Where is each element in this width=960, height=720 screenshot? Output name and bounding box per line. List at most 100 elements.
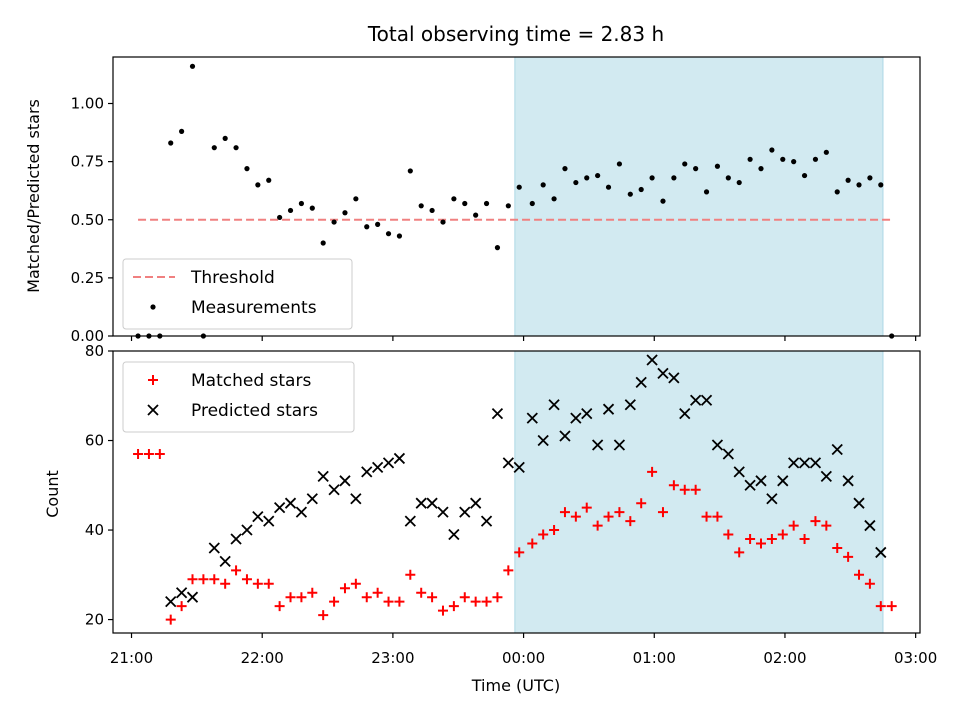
predicted-star-point: [711, 439, 724, 451]
predicted-star-point: [404, 515, 416, 527]
predicted-star-point: [361, 466, 373, 478]
matched-star-point: [668, 480, 679, 491]
predicted-star-point: [581, 408, 593, 420]
highlight-span: [514, 350, 884, 634]
predicted-star-point: [831, 443, 843, 456]
matched-star-point: [886, 601, 897, 612]
measurement-point: [801, 172, 808, 179]
predicted-star-point: [700, 394, 713, 406]
matched-star-point: [459, 592, 470, 603]
predicted-star-point: [317, 470, 329, 482]
matched-star-point: [875, 601, 886, 612]
y-tick-label: 0.25: [71, 269, 104, 287]
predicted-star-point: [537, 434, 549, 447]
matched-star-point: [625, 516, 636, 527]
legend-measurement-swatch: [150, 304, 156, 310]
measurement-point: [703, 189, 710, 195]
x-tick-label: 21:00: [110, 649, 153, 667]
measurement-point: [573, 179, 579, 186]
predicted-star-point: [798, 457, 811, 469]
predicted-star-point: [853, 497, 865, 509]
measurement-point: [516, 184, 522, 190]
predicted-star-point: [480, 515, 493, 527]
y-tick-label: 60: [85, 432, 104, 450]
measurement-point: [758, 166, 764, 172]
matched-star-point: [636, 498, 647, 509]
y-tick-label: 40: [85, 521, 104, 539]
y-tick-label: 0.50: [71, 211, 104, 229]
measurement-point: [584, 175, 590, 181]
matched-star-point: [832, 542, 843, 553]
matched-star-point: [209, 574, 220, 585]
predicted-star-point: [165, 596, 177, 608]
matched-star-point: [614, 507, 625, 518]
chart-title: Total observing time = 2.83 h: [367, 22, 664, 46]
measurement-point: [725, 175, 731, 181]
matched-star-point: [821, 520, 832, 531]
matched-star-point: [657, 507, 668, 518]
measurement-point: [364, 224, 370, 230]
matched-star-point: [503, 565, 514, 576]
matched-star-point: [361, 592, 372, 603]
predicted-star-point: [864, 519, 876, 532]
x-axis-label: Time (UTC): [471, 676, 560, 695]
x-tick-label: 23:00: [371, 649, 414, 667]
measurement-point: [682, 161, 688, 167]
measurement-point: [396, 233, 403, 239]
measurement-point: [595, 172, 601, 179]
series-matched-stars: [133, 448, 897, 625]
predicted-star-point: [263, 515, 275, 527]
measurement-point: [287, 207, 294, 214]
predicted-star-point: [679, 408, 691, 420]
measurement-point: [780, 156, 786, 162]
matched-star-point: [549, 525, 560, 536]
matched-star-point: [581, 502, 592, 513]
matched-star-point: [220, 578, 231, 589]
matched-star-point: [394, 596, 405, 607]
measurement-point: [551, 196, 557, 202]
matched-star-point: [437, 605, 448, 616]
matched-star-point: [143, 448, 154, 459]
matched-star-point: [263, 578, 274, 589]
matched-star-point: [810, 516, 821, 527]
measurement-point: [812, 156, 819, 162]
measurement-point: [211, 145, 217, 151]
measurement-point: [462, 200, 468, 207]
bottom-panel: 20 40 60 80 21:00 22:00 23:00 00:00 01:00 02:00 03…: [85, 342, 937, 667]
measurement-point: [736, 179, 742, 186]
measurement-point: [385, 231, 392, 237]
measurement-point: [189, 63, 196, 69]
matched-star-point: [755, 538, 766, 549]
matched-star-point: [647, 466, 658, 477]
x-tick-label: 03:00: [894, 649, 937, 667]
matched-star-point: [350, 578, 361, 589]
predicted-star-point: [570, 412, 582, 424]
predicted-star-point: [624, 399, 636, 411]
legend-label: Predicted stars: [191, 401, 318, 421]
legend-label: Threshold: [190, 268, 275, 288]
measurement-point: [233, 145, 239, 151]
y-tick-label: 1.00: [71, 95, 104, 113]
matched-star-point: [799, 534, 810, 544]
matched-star-point: [405, 569, 416, 580]
measurement-point: [255, 182, 261, 188]
measurement-point: [320, 240, 326, 246]
predicted-star-point: [491, 408, 504, 420]
measurement-point: [671, 175, 677, 181]
predicted-star-point: [733, 466, 745, 478]
measurement-point: [244, 166, 250, 172]
measurement-point: [266, 177, 272, 183]
predicted-star-point: [350, 493, 362, 505]
matched-star-point: [318, 610, 329, 621]
predicted-star-point: [339, 475, 351, 487]
x-tick-label: 00:00: [502, 649, 545, 667]
matched-star-point: [559, 507, 570, 518]
predicted-star-point: [548, 399, 560, 411]
y-tick-label: 20: [85, 611, 104, 629]
matched-star-point: [492, 592, 503, 603]
matched-star-point: [734, 547, 745, 558]
predicted-star-point: [306, 493, 318, 505]
measurement-point: [375, 221, 381, 227]
measurement-point: [473, 212, 479, 218]
matched-star-point: [745, 534, 756, 544]
